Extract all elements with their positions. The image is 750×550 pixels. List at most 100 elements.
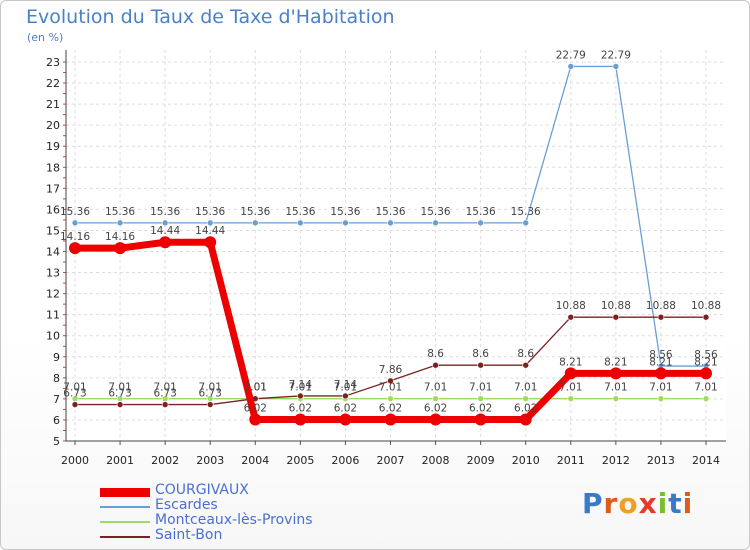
y-tick-label: 7 bbox=[53, 393, 60, 406]
data-point bbox=[609, 367, 622, 380]
x-tick-label: 2012 bbox=[602, 454, 630, 467]
x-tick-label: 2001 bbox=[106, 454, 134, 467]
data-label: 15.36 bbox=[105, 206, 135, 218]
data-point bbox=[522, 395, 530, 402]
legend-swatch bbox=[100, 521, 150, 523]
legend-item: Saint-Bon bbox=[100, 527, 400, 544]
data-label: 6.02 bbox=[469, 403, 492, 415]
data-point bbox=[249, 413, 262, 426]
proxiti-logo: Proxiti bbox=[582, 487, 693, 520]
legend-swatch bbox=[100, 506, 150, 508]
data-label: 10.88 bbox=[601, 300, 631, 312]
data-point bbox=[161, 219, 169, 227]
data-label: 6.73 bbox=[153, 388, 176, 400]
data-label: 7.01 bbox=[153, 382, 176, 394]
data-label: 7.01 bbox=[244, 382, 267, 394]
data-label: 8.6 bbox=[517, 348, 534, 360]
data-label: 22.79 bbox=[601, 49, 631, 61]
data-label: 7.01 bbox=[63, 382, 86, 394]
data-point bbox=[387, 395, 394, 402]
y-tick-label: 17 bbox=[46, 182, 60, 195]
data-label: 14.44 bbox=[150, 225, 180, 237]
legend-label: Saint-Bon bbox=[155, 527, 223, 543]
data-label: 10.88 bbox=[691, 300, 721, 312]
data-point bbox=[206, 219, 214, 227]
y-tick-label: 10 bbox=[46, 330, 60, 343]
data-label: 6.02 bbox=[424, 403, 447, 415]
data-point bbox=[477, 395, 484, 402]
y-tick-label: 6 bbox=[53, 414, 60, 427]
data-point bbox=[567, 313, 575, 321]
y-tick-label: 15 bbox=[46, 224, 60, 237]
data-point bbox=[297, 392, 304, 400]
legend-item: Montceaux-lès-Provins bbox=[100, 512, 400, 529]
data-point bbox=[251, 219, 259, 227]
data-label: 15.36 bbox=[60, 206, 90, 218]
data-label: 7.01 bbox=[514, 382, 537, 394]
data-label: 6.02 bbox=[379, 403, 402, 415]
y-tick-label: 14 bbox=[46, 246, 60, 259]
data-label: 8.21 bbox=[649, 356, 672, 368]
data-label: 7.01 bbox=[604, 382, 627, 394]
data-label: 7.01 bbox=[244, 382, 267, 394]
y-tick-label: 19 bbox=[46, 140, 60, 153]
y-tick-label: 23 bbox=[46, 56, 60, 69]
data-label: 6.73 bbox=[108, 388, 131, 400]
data-point bbox=[71, 219, 79, 227]
logo-letter: o bbox=[618, 487, 639, 520]
y-tick-label: 18 bbox=[46, 161, 60, 174]
data-label: 7.01 bbox=[334, 382, 357, 394]
data-label: 8.21 bbox=[559, 356, 582, 368]
legend-swatch bbox=[100, 487, 150, 497]
data-point bbox=[612, 395, 620, 402]
data-label: 7.01 bbox=[199, 382, 222, 394]
data-point bbox=[432, 361, 439, 369]
data-label: 15.36 bbox=[150, 206, 180, 218]
x-tick-label: 2000 bbox=[61, 454, 89, 467]
chart-subtitle: (en %) bbox=[27, 31, 64, 44]
data-label: 15.36 bbox=[375, 206, 405, 218]
data-point bbox=[116, 401, 124, 408]
x-tick-label: 2010 bbox=[512, 454, 540, 467]
x-tick-label: 2008 bbox=[422, 454, 450, 467]
data-label: 15.36 bbox=[330, 206, 360, 218]
logo-letter: P bbox=[582, 487, 604, 520]
data-label: 15.36 bbox=[421, 206, 451, 218]
data-point bbox=[612, 63, 620, 70]
x-tick-label: 2005 bbox=[286, 454, 314, 467]
x-tick-label: 2009 bbox=[467, 454, 495, 467]
x-tick-label: 2011 bbox=[557, 454, 585, 467]
data-label: 10.88 bbox=[646, 300, 676, 312]
data-point bbox=[612, 313, 620, 321]
data-label: 8.6 bbox=[472, 348, 489, 360]
data-label: 6.73 bbox=[63, 388, 86, 400]
logo-letter: x bbox=[638, 487, 658, 520]
data-label: 7.01 bbox=[694, 382, 717, 394]
data-point bbox=[477, 219, 484, 227]
data-label: 15.36 bbox=[466, 206, 496, 218]
data-label: 14.16 bbox=[105, 231, 135, 243]
data-label: 6.02 bbox=[334, 403, 357, 415]
data-point bbox=[342, 219, 349, 227]
data-point bbox=[477, 361, 484, 369]
y-tick-label: 11 bbox=[46, 309, 60, 322]
data-label: 7.14 bbox=[289, 379, 313, 391]
data-label: 7.01 bbox=[559, 382, 582, 394]
data-point bbox=[654, 367, 667, 380]
chart-title: Evolution du Taux de Taxe d'Habitation bbox=[26, 6, 395, 28]
x-tick-label: 2007 bbox=[377, 454, 405, 467]
data-label: 22.79 bbox=[556, 49, 586, 61]
data-point bbox=[564, 367, 577, 380]
y-tick-label: 13 bbox=[46, 267, 60, 280]
data-point bbox=[71, 401, 79, 408]
logo-letter: i bbox=[657, 487, 669, 520]
data-point bbox=[339, 413, 352, 426]
data-label: 7.01 bbox=[469, 382, 492, 394]
data-point bbox=[387, 377, 394, 385]
x-tick-label: 2003 bbox=[196, 454, 224, 467]
data-point bbox=[519, 413, 532, 426]
data-point bbox=[159, 236, 172, 249]
data-label: 8.56 bbox=[649, 349, 673, 361]
y-tick-label: 8 bbox=[53, 372, 60, 385]
